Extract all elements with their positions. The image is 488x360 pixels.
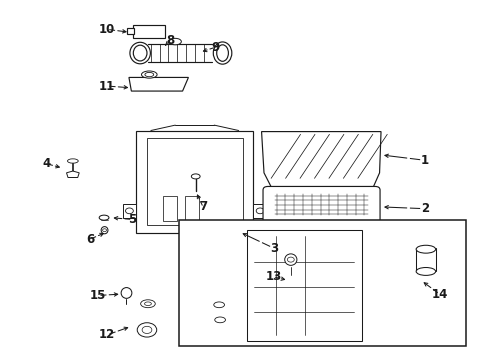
Polygon shape <box>136 131 253 233</box>
Ellipse shape <box>101 226 108 234</box>
Ellipse shape <box>213 42 231 64</box>
Text: 8: 8 <box>165 34 174 48</box>
Ellipse shape <box>213 302 224 308</box>
Text: 6: 6 <box>85 233 94 246</box>
Ellipse shape <box>121 288 132 298</box>
Bar <box>127 28 134 35</box>
FancyBboxPatch shape <box>263 186 379 223</box>
Ellipse shape <box>216 45 228 61</box>
Text: 13: 13 <box>265 270 281 283</box>
Ellipse shape <box>415 245 435 253</box>
Polygon shape <box>129 77 188 91</box>
Text: 7: 7 <box>199 201 207 213</box>
Text: 10: 10 <box>99 23 115 36</box>
Bar <box>184 196 198 221</box>
Circle shape <box>102 229 106 231</box>
Ellipse shape <box>133 45 147 61</box>
Bar <box>147 138 242 225</box>
Text: 5: 5 <box>128 213 136 226</box>
Polygon shape <box>253 204 266 218</box>
Polygon shape <box>66 171 79 177</box>
Circle shape <box>125 208 133 214</box>
Ellipse shape <box>67 159 78 163</box>
Text: 1: 1 <box>420 154 428 167</box>
Ellipse shape <box>144 302 151 306</box>
Bar <box>178 220 466 346</box>
Text: 3: 3 <box>269 242 277 255</box>
Bar <box>133 25 164 38</box>
Circle shape <box>256 208 264 214</box>
Ellipse shape <box>284 254 296 265</box>
Ellipse shape <box>141 300 155 308</box>
Polygon shape <box>261 132 380 187</box>
Text: 4: 4 <box>43 157 51 170</box>
Text: 14: 14 <box>430 288 447 301</box>
Ellipse shape <box>130 42 150 64</box>
Ellipse shape <box>191 174 200 179</box>
Ellipse shape <box>99 215 109 220</box>
Circle shape <box>142 326 152 333</box>
Circle shape <box>137 323 157 337</box>
Ellipse shape <box>144 72 153 77</box>
Text: 11: 11 <box>99 80 115 93</box>
Text: 2: 2 <box>420 202 428 215</box>
Bar <box>163 196 176 221</box>
Text: 15: 15 <box>90 289 106 302</box>
Text: 9: 9 <box>211 41 219 54</box>
Circle shape <box>287 257 294 262</box>
Polygon shape <box>122 204 136 218</box>
Polygon shape <box>246 230 361 341</box>
Ellipse shape <box>214 317 225 323</box>
Ellipse shape <box>415 267 435 275</box>
Text: 12: 12 <box>99 328 115 341</box>
Ellipse shape <box>169 39 181 45</box>
Ellipse shape <box>141 71 157 78</box>
